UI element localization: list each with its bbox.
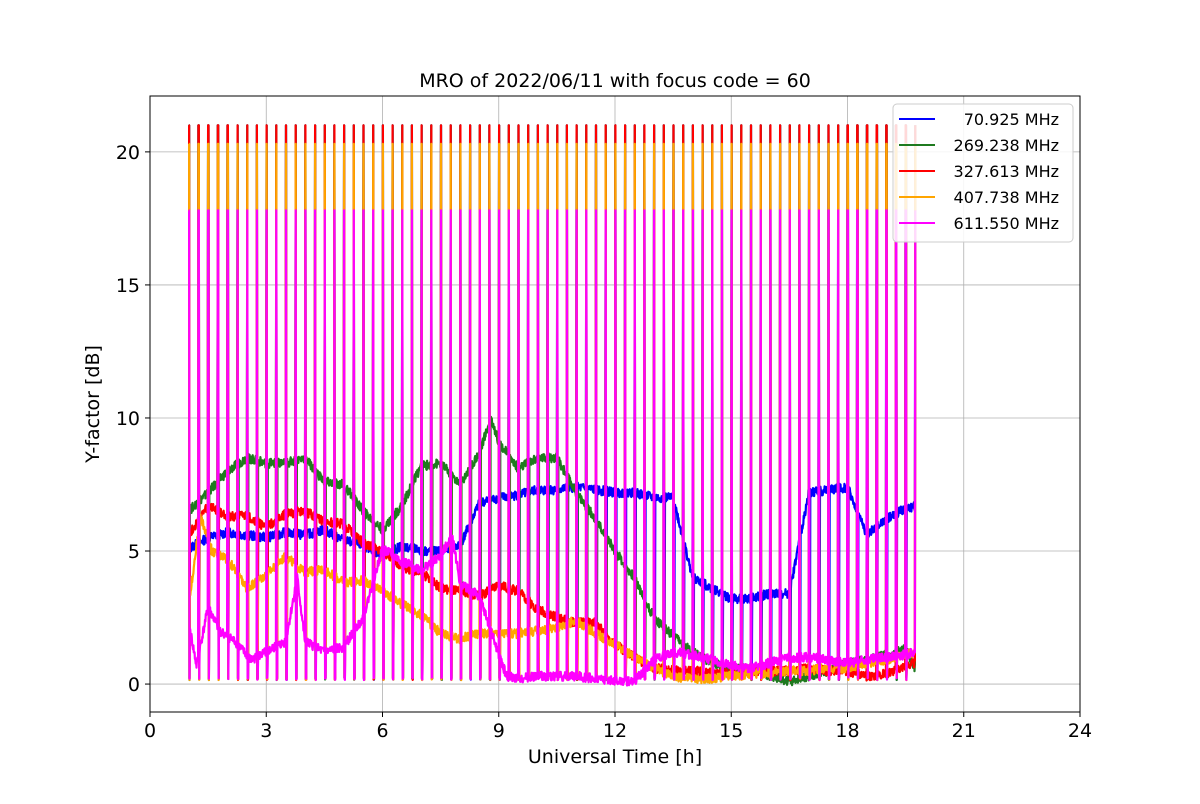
y-tick-label: 0 xyxy=(128,674,140,696)
y-tick-label: 10 xyxy=(116,408,140,430)
y-axis-label: Y-factor [dB] xyxy=(82,345,104,464)
series-line xyxy=(188,142,917,685)
series-line xyxy=(188,209,917,687)
y-tick-label: 20 xyxy=(116,142,140,164)
plot-data xyxy=(188,124,917,687)
x-axis-label: Universal Time [h] xyxy=(528,746,702,768)
x-tick-label: 18 xyxy=(835,720,859,742)
x-tick-label: 3 xyxy=(260,720,272,742)
legend-label: 407.738 MHz xyxy=(954,188,1059,207)
legend-label: 70.925 MHz xyxy=(964,110,1059,129)
legend-label: 611.550 MHz xyxy=(954,214,1059,233)
x-tick-label: 0 xyxy=(144,720,156,742)
chart-title: MRO of 2022/06/11 with focus code = 60 xyxy=(419,70,811,92)
x-tick-label: 9 xyxy=(493,720,505,742)
legend-box xyxy=(892,103,1074,243)
x-tick-label: 21 xyxy=(952,720,976,742)
x-tick-label: 15 xyxy=(719,720,743,742)
legend-label: 327.613 MHz xyxy=(954,162,1059,181)
series-line xyxy=(188,124,917,687)
x-tick-label: 6 xyxy=(376,720,388,742)
y-tick-label: 5 xyxy=(128,541,140,563)
x-tick-label: 12 xyxy=(603,720,627,742)
series-line xyxy=(188,124,917,682)
axes: 0 3 6 9 12 15 18 21 24 0 5 10 15 20 xyxy=(116,142,1092,742)
x-tick-label: 24 xyxy=(1068,720,1092,742)
legend: 70.925 MHz 269.238 MHz 327.613 MHz 407.738 … xyxy=(892,103,1074,243)
y-tick-label: 15 xyxy=(116,275,140,297)
legend-label: 269.238 MHz xyxy=(954,136,1059,155)
